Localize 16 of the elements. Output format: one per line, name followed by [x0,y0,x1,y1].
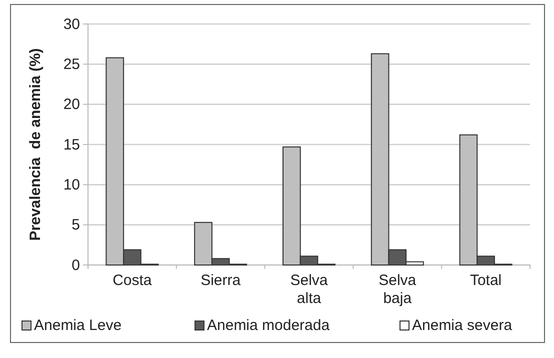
x-tick-label: Selva baja [378,272,417,307]
y-tick-label: 25 [63,56,80,73]
y-tick-label: 10 [63,176,80,194]
legend-label: Anemia severa [412,317,513,334]
y-tick-label: 15 [63,136,80,154]
x-tick-label: Costa [112,272,152,289]
y-tick-label: 0 [72,256,80,274]
legend-label: Anemia moderada [207,317,330,334]
y-tick-label: 5 [72,216,80,234]
y-tick-label: 30 [63,16,80,33]
x-tick-label: Sierra [200,272,242,289]
y-tick-label: 20 [63,96,80,114]
y-axis-title: Prevalencia de anemia (%) [27,48,44,241]
x-tick-label: Total [470,272,502,289]
x-tick-label: Selva alta [290,272,328,307]
legend-label: Anemia Leve [34,317,122,334]
